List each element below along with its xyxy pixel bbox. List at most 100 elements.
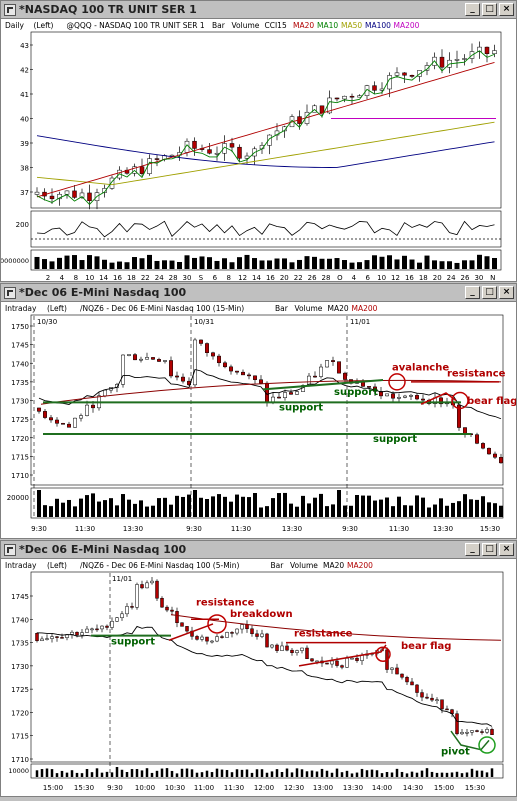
volume-bar [475, 770, 479, 777]
x-tick-label: 15:00 [434, 784, 454, 792]
x-tick-label: 11:30 [75, 525, 95, 533]
candle-body [140, 584, 144, 589]
volume-bar [43, 505, 47, 517]
candle-body [319, 105, 325, 114]
volume-bar [405, 773, 409, 777]
candle-body [100, 625, 104, 630]
x-tick-label: 4 [352, 274, 357, 282]
title-bar[interactable]: *NASDAQ 100 TR UNIT SER 1 _ □ × [1, 1, 516, 19]
volume-bar [335, 768, 339, 777]
volume-bar [109, 262, 115, 269]
candle-body [49, 195, 55, 200]
annotation-label: avalanche [392, 363, 449, 374]
volume-bar [115, 767, 119, 777]
candle-body [295, 650, 299, 654]
volume-bar [133, 503, 137, 517]
volume-bar [163, 497, 167, 517]
close-button[interactable]: × [499, 543, 514, 556]
candle-body [460, 732, 464, 735]
maximize-button[interactable]: □ [482, 286, 497, 299]
legend-item: Volume [232, 21, 260, 30]
price-tick-label: 1715 [11, 453, 29, 461]
candle-body [35, 633, 39, 642]
volume-bar [380, 773, 384, 777]
volume-bar [260, 769, 264, 777]
bear-flag-channel [420, 392, 457, 405]
volume-bar [397, 496, 401, 517]
x-tick-label: 10:30 [165, 784, 185, 792]
volume-bar [460, 773, 464, 777]
intraday-5min-chart-canvas[interactable]: Intraday (Left) /NQZ6 - Dec 06 E-Mini Nasd… [1, 559, 516, 797]
volume-bar [85, 495, 89, 517]
volume-bar [124, 262, 130, 269]
minimize-button[interactable]: _ [465, 3, 480, 16]
minimize-button[interactable]: _ [465, 543, 480, 556]
candle-body [165, 606, 169, 611]
volume-bar [40, 769, 44, 777]
volume-bar [315, 771, 319, 777]
daily-chart-canvas[interactable]: Daily (Left) @QQQ - NASDAQ 100 TR UNIT SER… [0, 19, 516, 282]
volume-bar [409, 505, 413, 517]
volume-bar [493, 503, 497, 517]
candle-body [340, 665, 344, 668]
price-tick-label: 1735 [11, 640, 29, 648]
volume-bar [79, 498, 83, 517]
volume-bar [154, 260, 160, 269]
candle-body [67, 423, 71, 428]
candle-body [147, 158, 152, 174]
candle-body [90, 628, 94, 631]
candle-body [154, 158, 160, 160]
price-tick-label: 42 [20, 67, 29, 75]
legend-item: Daily [5, 21, 25, 30]
daily-chart-window: *NASDAQ 100 TR UNIT SER 1 _ □ × Daily (Le… [0, 0, 517, 282]
volume-bar [180, 768, 184, 777]
candle-body [310, 658, 314, 662]
candle-body [385, 393, 389, 397]
intraday-15min-chart-canvas[interactable]: Intraday (Left) /NQZ6 - Dec 06 E-Mini Nasd… [1, 302, 517, 539]
x-tick-label: 9:30 [31, 525, 47, 533]
annotation-label: support [279, 403, 323, 414]
intraday-5min-chart-window: *Dec 06 E-Mini Nasdaq 100 _ □ × Intraday… [0, 540, 517, 797]
candle-body [199, 339, 203, 344]
volume-bar [415, 772, 419, 777]
candle-body [91, 404, 95, 409]
x-tick-label: 30 [183, 274, 192, 282]
maximize-button[interactable]: □ [482, 3, 497, 16]
candle-body [355, 657, 359, 661]
candle-body [285, 645, 289, 651]
volume-bar [103, 500, 107, 517]
volume-bar [305, 771, 309, 777]
volume-bar [487, 502, 491, 517]
candle-body [481, 443, 485, 449]
volume-bar [289, 503, 293, 517]
x-tick-label: 13:30 [433, 525, 453, 533]
candle-body [283, 392, 287, 398]
volume-bar [457, 501, 461, 517]
volume-bar [247, 497, 251, 517]
candle-body [350, 657, 354, 660]
candle-body [120, 613, 124, 618]
minimize-button[interactable]: _ [465, 286, 480, 299]
volume-bar [34, 256, 40, 269]
x-tick-label: 8 [226, 274, 230, 282]
candle-body [121, 354, 125, 385]
candle-body [315, 660, 319, 663]
close-button[interactable]: × [499, 286, 514, 299]
candle-body [170, 609, 174, 612]
maximize-button[interactable]: □ [482, 543, 497, 556]
volume-bar [327, 258, 332, 269]
title-bar[interactable]: *Dec 06 E-Mini Nasdaq 100 _ □ × [1, 541, 516, 559]
candle-body [477, 46, 482, 52]
volume-bar [127, 499, 131, 517]
volume-bar [75, 772, 79, 777]
x-tick-label: 18 [127, 274, 136, 282]
volume-bar [445, 505, 449, 517]
price-pane-frame [30, 571, 504, 763]
candle-body [235, 370, 239, 373]
x-tick-label: N [490, 274, 495, 282]
candle-body [470, 730, 474, 733]
candle-body [127, 354, 131, 356]
close-button[interactable]: × [499, 3, 514, 16]
title-bar[interactable]: *Dec 06 E-Mini Nasdaq 100 _ □ × [1, 284, 516, 302]
volume-bar [447, 261, 452, 269]
